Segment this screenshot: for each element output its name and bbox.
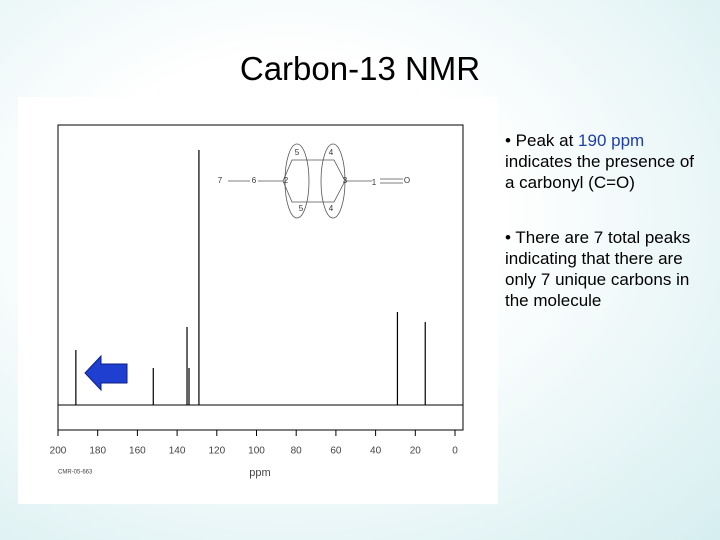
atom-label: 5 (295, 148, 300, 157)
x-tick-label: 0 (452, 446, 458, 457)
bullet-text: • There are 7 total peaks indicating tha… (505, 228, 691, 310)
bullet: • There are 7 total peaks indicating tha… (505, 227, 705, 311)
molecule-drawing (228, 143, 403, 219)
atom-label: 4 (329, 148, 334, 157)
atom-label: 2 (284, 176, 289, 185)
bullet-text: • Peak at (505, 131, 579, 150)
x-tick-label: 180 (89, 446, 106, 457)
x-tick-label: 80 (291, 446, 303, 457)
x-axis-label: ppm (249, 467, 270, 479)
bullet-text: indicates the presence of a carbonyl (C=… (505, 152, 695, 192)
slide-title: Carbon-13 NMR (239, 50, 481, 87)
bullet: • Peak at 190 ppm indicates the presence… (505, 130, 705, 193)
x-tick-label: 60 (330, 446, 342, 457)
atom-label: O (404, 176, 410, 185)
chart-background (18, 97, 498, 504)
atom-label: 5 (299, 204, 304, 213)
atom-label: 7 (218, 176, 223, 185)
atom-label: 1 (372, 178, 377, 187)
atom-label: 6 (252, 176, 257, 185)
highlight: 190 ppm (578, 131, 645, 150)
plot-frame (57, 124, 464, 431)
source-label: CMR-05-663 (58, 470, 93, 476)
x-tick-label: 140 (169, 446, 186, 457)
x-tick-label: 200 (50, 446, 67, 457)
atom-label: 4 (329, 204, 334, 213)
bullet-list: • Peak at 190 ppm indicates the presence… (505, 130, 705, 345)
x-tick-label: 120 (208, 446, 225, 457)
x-tick-label: 20 (410, 446, 422, 457)
x-tick-label: 100 (248, 446, 265, 457)
x-tick-label: 40 (370, 446, 382, 457)
x-tick-label: 160 (129, 446, 146, 457)
atom-label: 3 (343, 176, 348, 185)
arrow (84, 354, 128, 392)
